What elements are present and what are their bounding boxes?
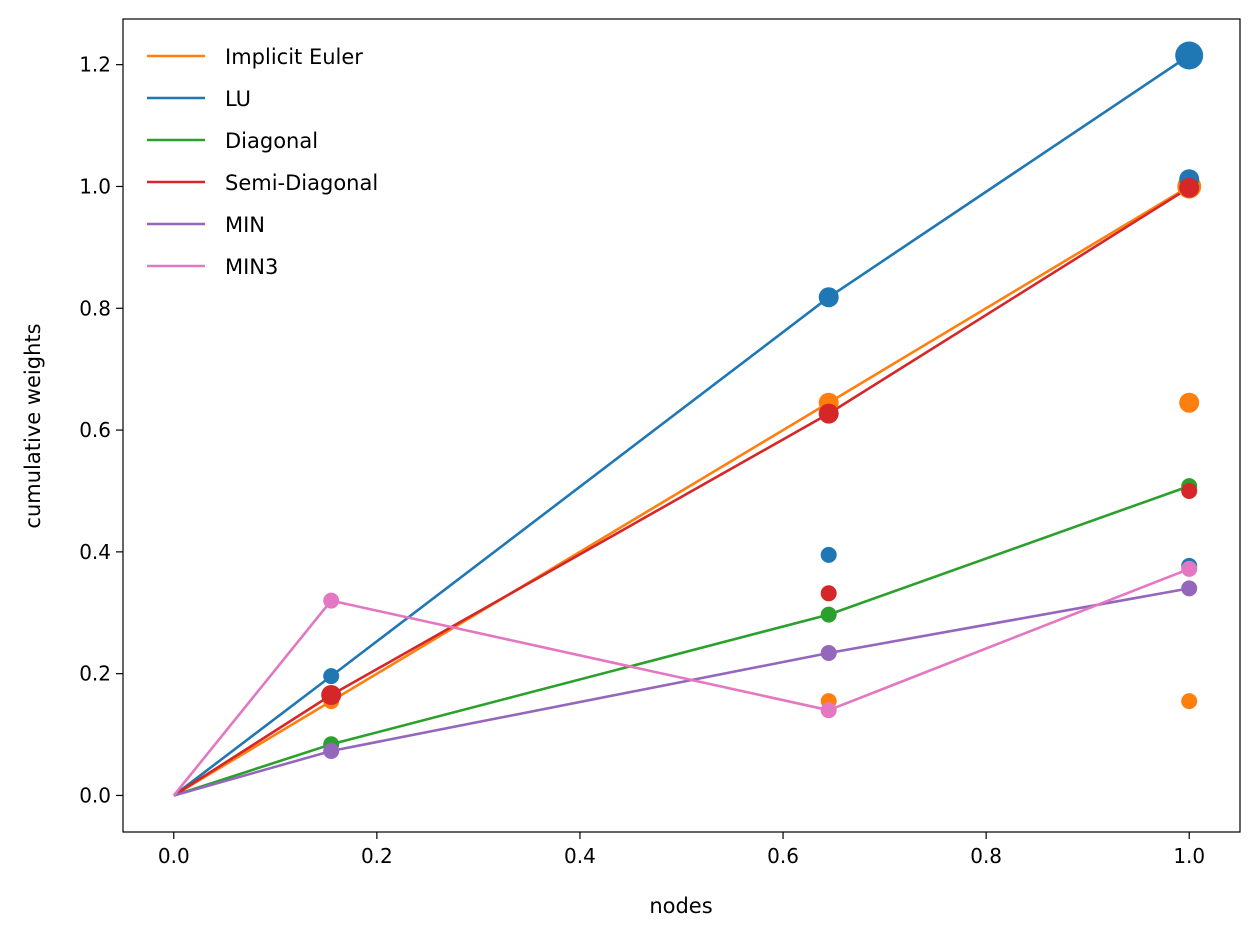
marker-1-3: [818, 287, 839, 308]
marker-0-4: [1179, 392, 1200, 413]
marker-5-1: [820, 702, 837, 719]
y-tick-label-5: 1.0: [79, 174, 111, 198]
marker-3-3: [818, 403, 839, 424]
x-tick-label-3: 0.6: [767, 844, 799, 868]
marker-2-1: [820, 606, 837, 623]
marker-3-4: [1179, 177, 1200, 198]
y-tick-label-0: 0.0: [79, 783, 111, 807]
marker-1-0: [323, 668, 340, 685]
x-axis: 0.0 0.2 0.4 0.6 0.8 1.0: [158, 832, 1205, 868]
series-line-4: [173, 587, 1190, 797]
y-tick-label-4: 0.8: [79, 296, 111, 320]
series-line-0: [173, 185, 1190, 797]
y-tick-label-1: 0.2: [79, 662, 111, 686]
legend-label-3: Semi-Diagonal: [225, 171, 378, 195]
y-tick-label-3: 0.6: [79, 418, 111, 442]
marker-4-1: [820, 645, 837, 661]
y-axis-label: cumulative weights: [21, 323, 45, 528]
series-line-3: [173, 186, 1190, 797]
series-line-5: [172, 567, 1190, 797]
marker-5-2: [1181, 560, 1198, 577]
marker-3-0: [321, 685, 342, 705]
marker-3-2: [1181, 483, 1198, 499]
marker-3-1: [820, 585, 837, 602]
legend-label-5: MIN3: [225, 255, 278, 279]
legend: Implicit Euler LU Diagonal Semi-Diagonal MIN…: [147, 45, 378, 279]
marker-5-0: [323, 592, 340, 609]
y-tick-label-6: 1.2: [79, 53, 111, 77]
x-tick-label-0: 0.0: [158, 844, 190, 868]
y-tick-label-2: 0.4: [79, 540, 111, 564]
x-tick-label-1: 0.2: [361, 844, 393, 868]
marker-layer: [321, 41, 1204, 759]
marker-0-2: [1181, 693, 1198, 710]
marker-4-2: [1181, 580, 1198, 597]
x-tick-label-5: 1.0: [1173, 844, 1205, 868]
marker-4-0: [323, 743, 340, 759]
series-line-2: [173, 484, 1190, 797]
x-axis-label: nodes: [649, 894, 712, 918]
legend-label-2: Diagonal: [225, 129, 318, 153]
x-tick-label-2: 0.4: [564, 844, 596, 868]
y-axis: 0.0 0.2 0.4 0.6 0.8 1.0 1.2: [79, 53, 123, 807]
legend-label-1: LU: [225, 87, 251, 111]
x-tick-label-4: 0.8: [970, 844, 1002, 868]
series-line-1: [173, 54, 1190, 797]
series-layer: [172, 54, 1190, 797]
marker-1-1: [820, 546, 837, 563]
marker-1-5: [1175, 41, 1204, 70]
plot-frame: [122, 18, 1241, 833]
legend-label-4: MIN: [225, 213, 265, 237]
legend-label-0: Implicit Euler: [225, 45, 363, 69]
